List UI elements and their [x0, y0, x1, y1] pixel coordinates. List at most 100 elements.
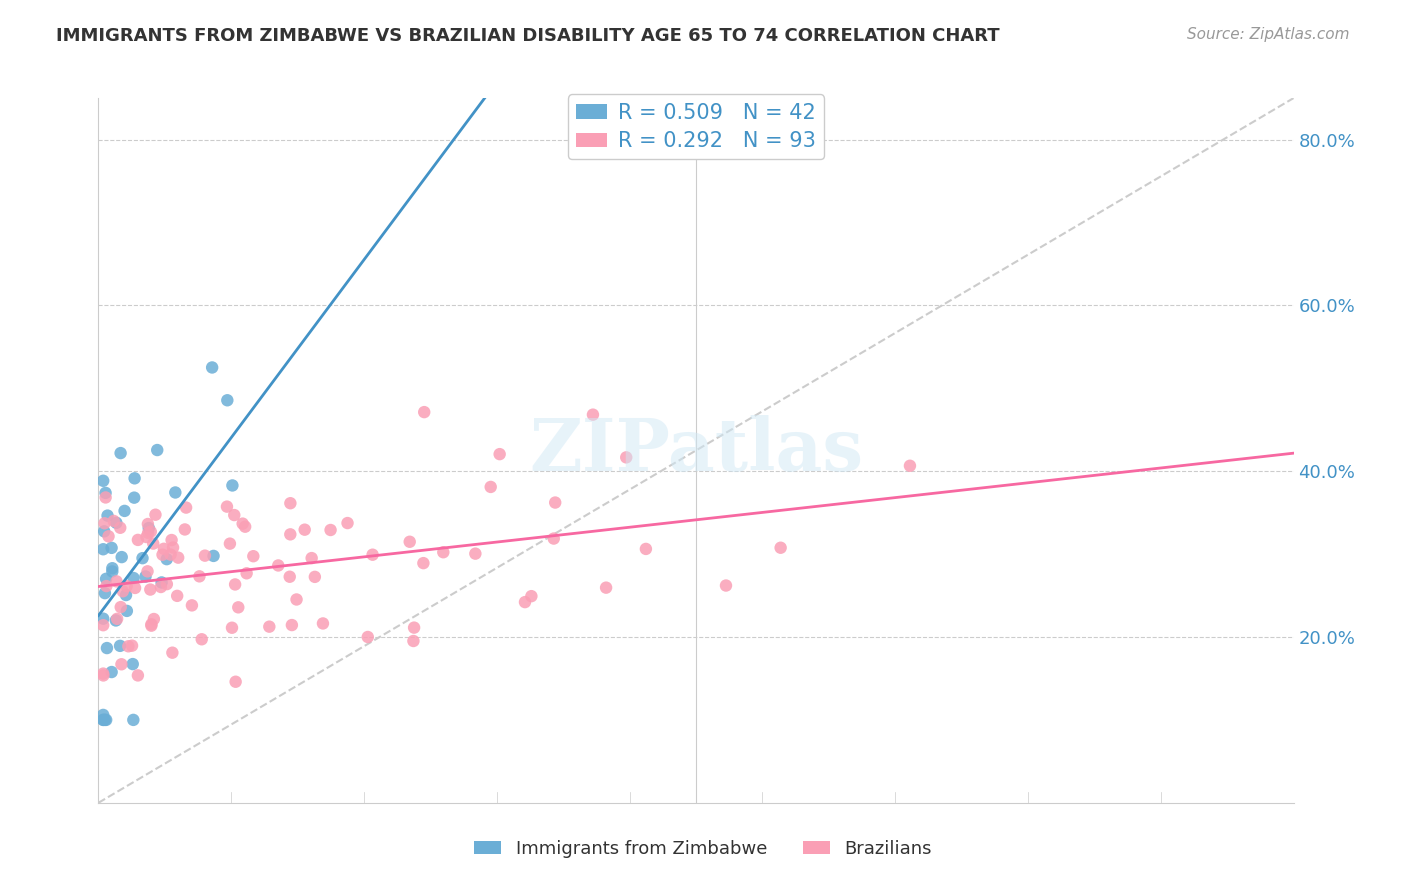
- Point: [91, 666, 114, 681]
- Point: [91, 612, 114, 626]
- Point: [111, 584, 134, 599]
- Legend: R = 0.509   N = 42, R = 0.292   N = 93: R = 0.509 N = 42, R = 0.292 N = 93: [568, 95, 824, 160]
- Point: [226, 600, 249, 615]
- Point: [121, 639, 143, 653]
- Point: [614, 450, 637, 465]
- Point: [115, 579, 138, 593]
- Point: [91, 542, 114, 557]
- Point: [173, 523, 195, 537]
- Point: [97, 529, 120, 543]
- Point: [149, 580, 172, 594]
- Point: [336, 516, 359, 530]
- Point: [91, 618, 114, 632]
- Point: [361, 548, 384, 562]
- Point: [94, 486, 117, 500]
- Point: [404, 621, 426, 635]
- Point: [190, 632, 212, 647]
- Point: [714, 578, 737, 592]
- Point: [153, 541, 176, 556]
- Point: [278, 570, 301, 584]
- Point: [142, 536, 165, 550]
- Point: [93, 713, 115, 727]
- Point: [312, 616, 335, 631]
- Point: [520, 589, 543, 603]
- Point: [221, 478, 243, 492]
- Point: [136, 565, 159, 579]
- Point: [159, 548, 181, 562]
- Point: [91, 713, 114, 727]
- Point: [91, 474, 114, 488]
- Text: IMMIGRANTS FROM ZIMBABWE VS BRAZILIAN DISABILITY AGE 65 TO 74 CORRELATION CHART: IMMIGRANTS FROM ZIMBABWE VS BRAZILIAN DI…: [56, 27, 1000, 45]
- Point: [402, 634, 425, 648]
- Point: [110, 446, 132, 460]
- Point: [141, 618, 163, 632]
- Point: [115, 588, 138, 602]
- Point: [162, 646, 184, 660]
- Point: [174, 500, 197, 515]
- Point: [110, 600, 132, 615]
- Point: [122, 491, 145, 505]
- Point: [224, 577, 246, 591]
- Point: [145, 508, 167, 522]
- Point: [124, 471, 146, 485]
- Point: [124, 581, 146, 595]
- Point: [582, 408, 605, 422]
- Point: [180, 599, 202, 613]
- Legend: Immigrants from Zimbabwe, Brazilians: Immigrants from Zimbabwe, Brazilians: [467, 833, 939, 865]
- Point: [138, 521, 160, 535]
- Point: [94, 491, 117, 505]
- Point: [142, 612, 165, 626]
- Point: [188, 569, 211, 583]
- Point: [101, 565, 124, 579]
- Point: [194, 549, 217, 563]
- Point: [162, 541, 184, 555]
- Point: [110, 521, 132, 535]
- Point: [432, 545, 454, 559]
- Point: [105, 612, 128, 626]
- Point: [319, 523, 342, 537]
- Point: [464, 547, 486, 561]
- Point: [93, 516, 115, 531]
- Point: [167, 550, 190, 565]
- Point: [122, 571, 145, 585]
- Point: [221, 621, 243, 635]
- Point: [103, 514, 125, 528]
- Point: [280, 496, 302, 510]
- Point: [398, 534, 420, 549]
- Point: [235, 566, 257, 581]
- Point: [281, 618, 304, 632]
- Point: [121, 657, 143, 671]
- Point: [166, 589, 188, 603]
- Point: [134, 569, 156, 583]
- Point: [94, 572, 117, 586]
- Point: [233, 519, 256, 533]
- Point: [202, 549, 225, 563]
- Point: [139, 524, 162, 539]
- Point: [94, 586, 117, 600]
- Point: [114, 504, 136, 518]
- Point: [285, 592, 308, 607]
- Point: [94, 713, 117, 727]
- Point: [224, 508, 246, 522]
- Point: [96, 579, 118, 593]
- Point: [127, 668, 149, 682]
- Point: [141, 617, 163, 632]
- Point: [413, 405, 436, 419]
- Point: [96, 641, 118, 656]
- Point: [304, 570, 326, 584]
- Point: [219, 536, 242, 550]
- Text: Source: ZipAtlas.com: Source: ZipAtlas.com: [1187, 27, 1350, 42]
- Point: [131, 551, 153, 566]
- Point: [127, 533, 149, 547]
- Text: ZIPatlas: ZIPatlas: [529, 415, 863, 486]
- Point: [595, 581, 617, 595]
- Point: [93, 524, 115, 539]
- Point: [215, 500, 238, 514]
- Point: [110, 657, 132, 672]
- Point: [96, 508, 118, 523]
- Point: [122, 713, 145, 727]
- Point: [93, 668, 115, 682]
- Point: [201, 360, 224, 375]
- Point: [259, 620, 281, 634]
- Point: [108, 639, 131, 653]
